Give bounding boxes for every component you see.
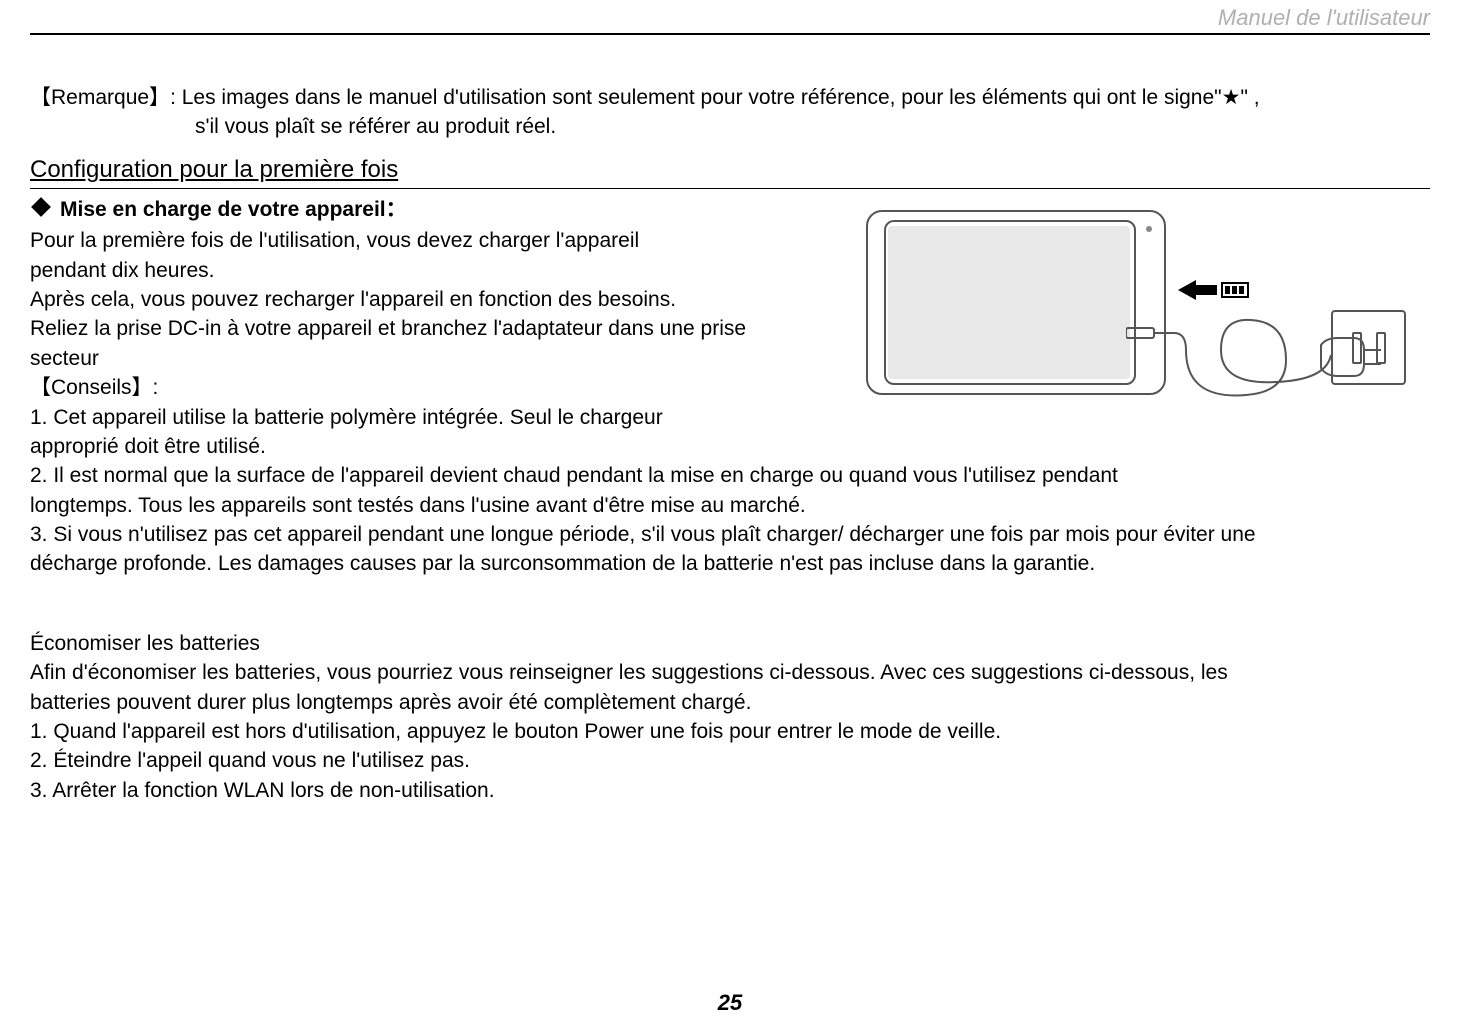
charging-para1-line2: pendant dix heures. (30, 256, 810, 285)
spacer (30, 579, 1430, 629)
diamond-bullet-icon (31, 197, 51, 217)
tip2: 2. Il est normal que la surface de l'app… (30, 461, 1430, 520)
battery-icon (1221, 282, 1249, 298)
tablet-icon (866, 210, 1166, 395)
page-number: 25 (718, 990, 742, 1016)
remarque-label: 【Remarque】 (30, 86, 170, 109)
charging-para1-line1: Pour la première fois de l'utilisation, … (30, 226, 810, 255)
tip1: 1. Cet appareil utilise la batterie poly… (30, 403, 810, 462)
battery-save-section: Économiser les batteries Afin d'économis… (30, 629, 1430, 805)
remarque-text1: : Les images dans le manuel d'utilisatio… (170, 86, 1260, 109)
outlet-slot-icon (1376, 332, 1386, 364)
arrow-body-icon (1195, 285, 1217, 295)
document-header: Manuel de l'utilisateur (30, 0, 1430, 35)
battery-save-intro-line2: batteries pouvent durer plus longtemps a… (30, 688, 1430, 717)
charging-para3-line2: secteur (30, 344, 810, 373)
tip2-line1: 2. Il est normal que la surface de l'app… (30, 461, 1430, 490)
wall-outlet-icon (1331, 310, 1406, 385)
charging-para3-line1: Reliez la prise DC-in à votre appareil e… (30, 314, 810, 343)
charging-para3: Reliez la prise DC-in à votre appareil e… (30, 314, 810, 373)
outlet-slot-icon (1352, 332, 1362, 364)
remarque-block: 【Remarque】: Les images dans le manuel d'… (30, 83, 1430, 142)
tablet-screen (888, 226, 1130, 379)
arrow-head-icon (1178, 280, 1196, 300)
battery-save-intro: Afin d'économiser les batteries, vous po… (30, 658, 1430, 717)
remarque-line2: s'il vous plaît se référer au produit ré… (30, 112, 1430, 141)
tip1-line2: approprié doit être utilisé. (30, 432, 810, 461)
charging-para1: Pour la première fois de l'utilisation, … (30, 226, 810, 285)
charging-para2: Après cela, vous pouvez recharger l'appa… (30, 285, 810, 314)
tip3-line1: 3. Si vous n'utilisez pas cet appareil p… (30, 520, 1430, 549)
battery-save-intro-line1: Afin d'économiser les batteries, vous po… (30, 658, 1430, 687)
battery-save-item2: 2. Éteindre l'appeil quand vous ne l'uti… (30, 746, 1430, 775)
tip2-line2: longtemps. Tous les appareils sont testé… (30, 491, 1430, 520)
battery-save-item3: 3. Arrêter la fonction WLAN lors de non-… (30, 776, 1430, 805)
charging-subtitle: Mise en charge de votre appareil： (60, 198, 407, 221)
tip3: 3. Si vous n'utilisez pas cet appareil p… (30, 520, 1430, 579)
section-title: Configuration pour la première fois (30, 156, 398, 184)
document-content: 【Remarque】: Les images dans le manuel d'… (30, 35, 1430, 805)
tip3-line2: décharge profonde. Les damages causes pa… (30, 549, 1430, 578)
battery-save-title: Économiser les batteries (30, 629, 1430, 658)
tip1-line1: 1. Cet appareil utilise la batterie poly… (30, 403, 810, 432)
remarque-line1: 【Remarque】: Les images dans le manuel d'… (30, 83, 1430, 112)
tablet-camera-icon (1146, 226, 1152, 232)
header-title: Manuel de l'utilisateur (1218, 5, 1430, 30)
arrow-battery-icon (1178, 278, 1249, 302)
battery-save-item1: 1. Quand l'appareil est hors d'utilisati… (30, 717, 1430, 746)
charging-illustration (866, 210, 1406, 405)
